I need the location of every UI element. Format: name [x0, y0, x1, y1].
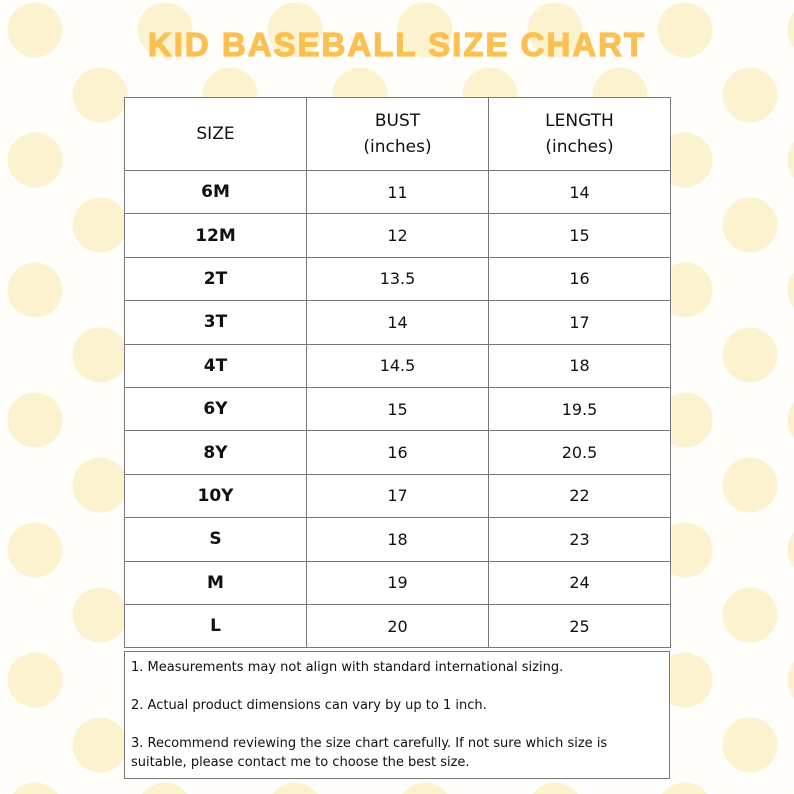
table-row: 4T 14.5 18	[124, 343, 671, 388]
note: 2. Actual product dimensions can vary by…	[131, 698, 487, 713]
measure-cell: 15	[488, 213, 671, 258]
measure-cell: 18	[488, 343, 671, 388]
size-cell: 12M	[124, 213, 307, 258]
measure-cell: 25	[488, 603, 671, 649]
table-row: 6M 11 14	[124, 169, 671, 215]
table-row: L 20 25	[124, 603, 671, 649]
header-row: SIZE BUST (inches) LENGTH (inches)	[124, 97, 671, 171]
measure-cell: 20	[306, 603, 489, 649]
note: 1. Measurements may not align with stand…	[131, 660, 564, 675]
size-cell: M	[124, 560, 307, 605]
measure-cell: 16	[306, 430, 489, 475]
header-cell: LENGTH (inches)	[488, 97, 671, 171]
measure-cell: 19	[306, 560, 489, 605]
measure-cell: 18	[306, 517, 489, 562]
measure-cell: 12	[306, 213, 489, 258]
size-cell: 3T	[124, 300, 307, 345]
table-body: 6M 11 14 12M 12 15 2T 13.5 16 3T 14 17 4T 14.5 18 6Y 15 1…	[124, 169, 671, 649]
measure-cell: 16	[488, 256, 671, 302]
table-row: 6Y 15 19.5	[124, 386, 671, 432]
measure-cell: 19.5	[488, 386, 671, 432]
table-row: 8Y 16 20.5	[124, 430, 671, 475]
measure-cell: 24	[488, 560, 671, 605]
header-text: SIZE	[196, 124, 235, 144]
table-row: 12M 12 15	[124, 213, 671, 258]
measure-cell: 11	[306, 169, 489, 215]
measure-cell: 15	[306, 386, 489, 432]
measure-cell: 22	[488, 473, 671, 519]
measure-cell: 13.5	[306, 256, 489, 302]
measure-cell: 14	[306, 300, 489, 345]
size-cell: 10Y	[124, 473, 307, 519]
table-row: 2T 13.5 16	[124, 256, 671, 302]
measure-cell: 20.5	[488, 430, 671, 475]
measure-cell: 14	[488, 169, 671, 215]
notes: 1. Measurements may not align with stand…	[124, 651, 670, 779]
title: KID BASEBALL SIZE CHART	[147, 25, 647, 63]
measure-cell: 17	[306, 473, 489, 519]
size-cell: S	[124, 517, 307, 562]
header-cell: SIZE	[124, 97, 307, 171]
measure-cell: 17	[488, 300, 671, 345]
measure-cell: 14.5	[306, 343, 489, 388]
table-row: M 19 24	[124, 560, 671, 605]
size-cell: 6M	[124, 169, 307, 215]
header-text: BUST	[374, 111, 421, 131]
size-cell: 2T	[124, 256, 307, 302]
size-cell: 8Y	[124, 430, 307, 475]
size-cell: 4T	[124, 343, 307, 388]
table-row: 3T 14 17	[124, 300, 671, 345]
note: 3. Recommend reviewing the size chart ca…	[131, 736, 608, 770]
header-text: (inches)	[545, 137, 614, 157]
size-table: SIZE BUST (inches) LENGTH (inches) 6M 11 14 12M…	[124, 97, 671, 649]
table-row: S 18 23	[124, 517, 671, 562]
header-text: LENGTH	[545, 111, 614, 131]
measure-cell: 23	[488, 517, 671, 562]
size-cell: 6Y	[124, 386, 307, 432]
header-cell: BUST (inches)	[306, 97, 489, 171]
header-text: (inches)	[363, 137, 432, 157]
table-row: 10Y 17 22	[124, 473, 671, 519]
size-cell: L	[124, 603, 307, 649]
